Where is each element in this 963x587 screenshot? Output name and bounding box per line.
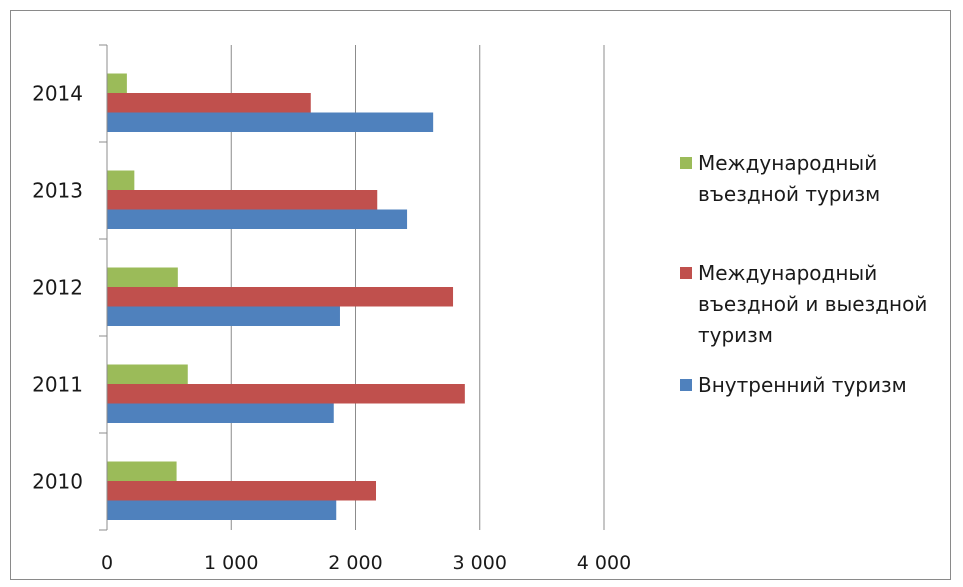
bar-2010-series-1 [107, 481, 377, 501]
legend-label-both-1: Международный [698, 261, 878, 285]
bar-2014-series-2 [107, 112, 434, 132]
legend-label-domestic: Внутренний туризм [698, 373, 907, 397]
y-tick-label-2010: 2010 [32, 470, 83, 494]
bar-2011-series-2 [107, 403, 334, 423]
bar-2011-series-1 [107, 384, 465, 404]
x-tick-label-0: 0 [101, 552, 113, 574]
bar-2013-series-2 [107, 209, 408, 229]
y-tick-label-2011: 2011 [32, 373, 83, 397]
bar-2012-series-0 [107, 267, 178, 287]
bar-2010-series-0 [107, 461, 177, 481]
legend-label-inbound-2: въездной туризм [698, 182, 881, 206]
bar-2010-series-2 [107, 500, 337, 520]
x-tick-label-2000: 2 000 [328, 552, 382, 574]
legend-swatch-inbound [680, 157, 692, 169]
legend-item-domestic: Внутренний туризм [680, 370, 907, 401]
legend-label-inbound-1: Международный [698, 151, 878, 175]
bar-2013-series-1 [107, 190, 378, 210]
legend-item-inbound-outbound: Международный въездной и выездной туризм [680, 258, 927, 351]
bar-2012-series-1 [107, 287, 454, 307]
legend-item-inbound: Международный въездной туризм [680, 148, 880, 210]
bar-2014-series-0 [107, 73, 127, 93]
legend-swatch-inbound-outbound [680, 267, 692, 279]
y-tick-label-2012: 2012 [32, 276, 83, 300]
bar-2011-series-0 [107, 364, 188, 384]
bar-2014-series-1 [107, 93, 311, 113]
x-tick-label-1000: 1 000 [204, 552, 258, 574]
legend-swatch-domestic [680, 379, 692, 391]
bar-2013-series-0 [107, 170, 135, 190]
legend-label-both-3: туризм [698, 323, 773, 347]
y-tick-label-2014: 2014 [32, 82, 83, 106]
bar-2012-series-2 [107, 306, 340, 326]
x-tick-label-3000: 3 000 [453, 552, 507, 574]
legend-label-both-2: въездной и выездной [698, 292, 928, 316]
x-tick-label-4000: 4 000 [577, 552, 631, 574]
y-tick-label-2013: 2013 [32, 179, 83, 203]
